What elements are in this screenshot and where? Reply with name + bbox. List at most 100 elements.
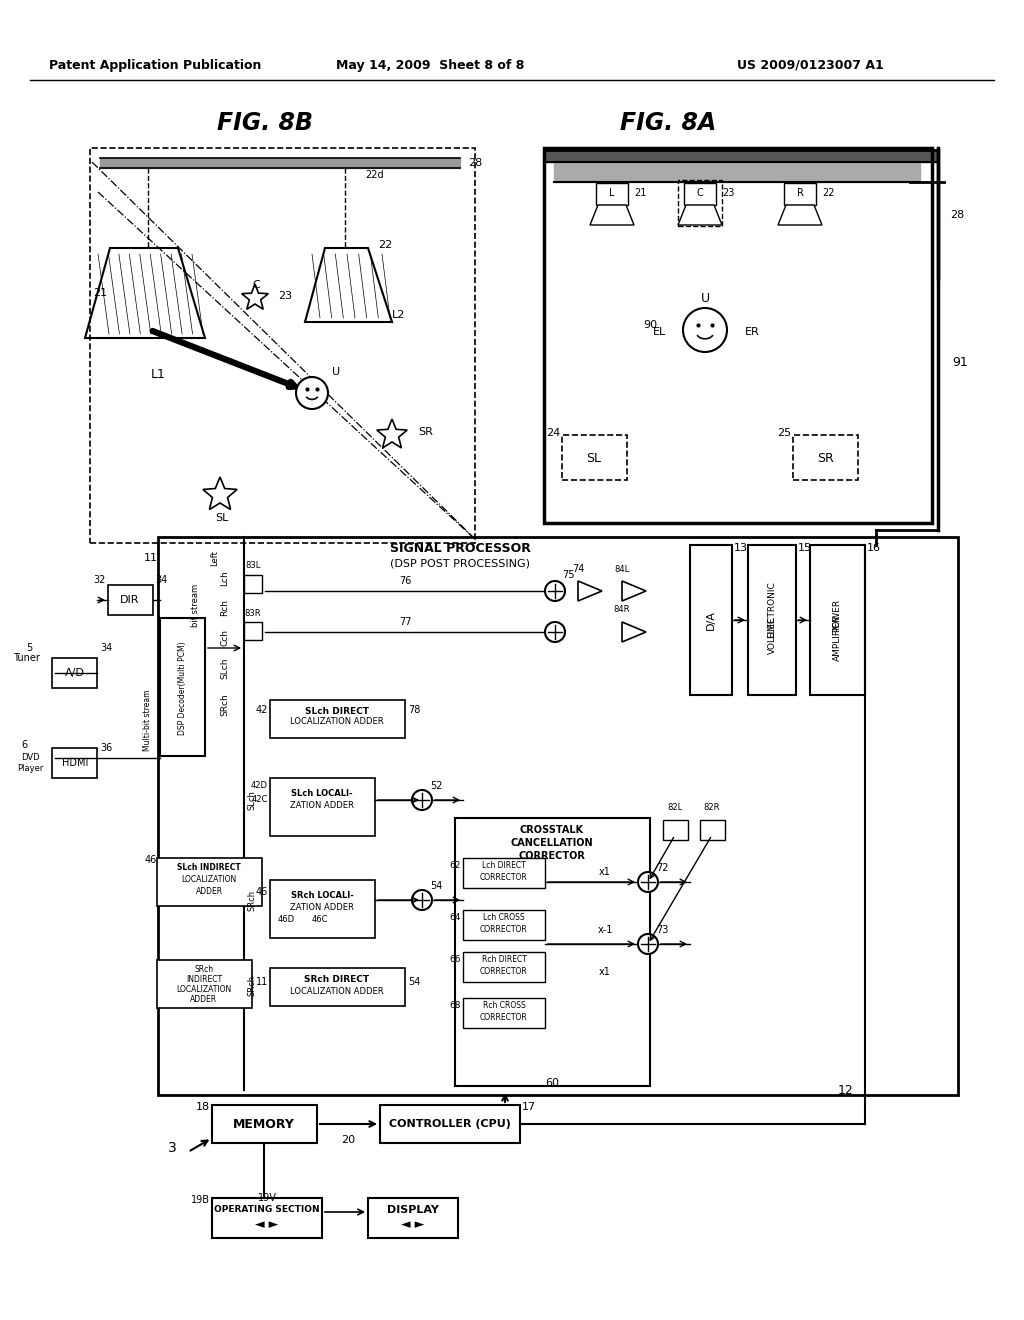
Text: 28: 28: [950, 210, 965, 220]
Text: (DSP POST PROCESSING): (DSP POST PROCESSING): [390, 558, 530, 568]
Bar: [463, 858, 545, 888]
Text: L2: L2: [392, 310, 406, 319]
Text: A/D: A/D: [66, 668, 85, 678]
Bar: [270, 880, 375, 939]
Bar: [455, 818, 650, 1086]
Text: 75: 75: [562, 570, 574, 579]
Text: 42C: 42C: [252, 796, 268, 804]
Bar: [157, 960, 252, 1008]
Text: 54: 54: [430, 880, 442, 891]
Text: CORRECTOR: CORRECTOR: [518, 851, 586, 861]
Polygon shape: [377, 418, 408, 447]
Bar: [157, 858, 262, 906]
Text: INDIRECT: INDIRECT: [186, 975, 222, 985]
Text: 23: 23: [278, 290, 292, 301]
Text: 20: 20: [341, 1135, 355, 1144]
Polygon shape: [678, 205, 722, 224]
Text: 13: 13: [734, 543, 748, 553]
Text: 34: 34: [100, 643, 113, 653]
Bar: [52, 657, 97, 688]
Circle shape: [638, 935, 658, 954]
Text: 28: 28: [468, 158, 482, 168]
Bar: [158, 537, 958, 1096]
Text: Cch: Cch: [220, 630, 229, 647]
Bar: [663, 820, 688, 840]
Bar: [270, 777, 375, 836]
Text: Rch: Rch: [220, 599, 229, 616]
Text: 52: 52: [430, 781, 442, 791]
Text: 46: 46: [256, 887, 268, 898]
Polygon shape: [242, 284, 268, 309]
Text: SRch: SRch: [248, 890, 256, 911]
Bar: [212, 1199, 322, 1238]
Text: 68: 68: [450, 1002, 461, 1011]
Text: ER: ER: [745, 327, 760, 337]
Text: Patent Application Publication: Patent Application Publication: [49, 58, 261, 71]
Text: SRch LOCALI-: SRch LOCALI-: [291, 891, 353, 899]
Text: 17: 17: [522, 1102, 537, 1111]
Text: US 2009/0123007 A1: US 2009/0123007 A1: [736, 58, 884, 71]
Bar: [270, 968, 406, 1006]
Text: 23: 23: [722, 187, 734, 198]
Bar: [212, 1105, 317, 1143]
Text: Lch: Lch: [220, 570, 229, 586]
Text: 78: 78: [408, 705, 421, 715]
Text: 3: 3: [168, 1140, 176, 1155]
Text: 46: 46: [144, 855, 157, 865]
Text: 24: 24: [546, 428, 560, 438]
Polygon shape: [578, 581, 602, 601]
Text: Multi-bit stream: Multi-bit stream: [143, 689, 153, 751]
Text: 62: 62: [450, 862, 461, 870]
Bar: [810, 545, 865, 696]
Text: 66: 66: [450, 956, 461, 965]
Text: 77: 77: [398, 616, 412, 627]
Polygon shape: [622, 622, 646, 642]
Circle shape: [412, 890, 432, 909]
Polygon shape: [622, 581, 646, 601]
Bar: [244, 576, 262, 593]
Bar: [690, 545, 732, 696]
Text: C: C: [696, 187, 703, 198]
Text: 46D: 46D: [278, 916, 295, 924]
Bar: [700, 820, 725, 840]
Text: 12: 12: [838, 1084, 854, 1097]
Text: Lch DIRECT: Lch DIRECT: [482, 862, 526, 870]
Text: CORRECTOR: CORRECTOR: [480, 873, 528, 882]
Circle shape: [638, 873, 658, 892]
Bar: [748, 545, 796, 696]
Text: CORRECTOR: CORRECTOR: [480, 924, 528, 933]
Text: 46C: 46C: [312, 916, 329, 924]
Text: ZATION ADDER: ZATION ADDER: [290, 903, 354, 912]
Text: 82L: 82L: [668, 804, 683, 813]
Text: FIG. 8A: FIG. 8A: [620, 111, 716, 135]
Text: CONTROLLER (CPU): CONTROLLER (CPU): [389, 1119, 511, 1129]
Text: U: U: [700, 292, 710, 305]
Text: CORRECTOR: CORRECTOR: [480, 966, 528, 975]
Text: 74: 74: [571, 564, 584, 574]
Bar: [596, 183, 628, 205]
Bar: [108, 585, 153, 615]
Text: 82R: 82R: [703, 804, 720, 813]
Text: 16: 16: [867, 543, 881, 553]
Text: 22: 22: [822, 187, 835, 198]
Text: SRch: SRch: [248, 974, 256, 995]
Text: 21: 21: [634, 187, 646, 198]
Text: CANCELLATION: CANCELLATION: [511, 838, 593, 847]
Text: 11: 11: [256, 977, 268, 987]
Text: 32: 32: [93, 576, 106, 585]
Polygon shape: [203, 477, 238, 510]
Text: AMPLIFIER: AMPLIFIER: [833, 615, 842, 661]
Text: SRch DIRECT: SRch DIRECT: [304, 974, 370, 983]
Circle shape: [683, 308, 727, 352]
Text: 64: 64: [450, 913, 461, 923]
Text: Lch CROSS: Lch CROSS: [483, 913, 525, 923]
Text: SL: SL: [587, 451, 601, 465]
Text: 34: 34: [155, 576, 167, 585]
Text: 83R: 83R: [245, 609, 261, 618]
Bar: [463, 952, 545, 982]
Bar: [368, 1199, 458, 1238]
Text: 15: 15: [798, 543, 812, 553]
Text: DISPLAY: DISPLAY: [387, 1205, 439, 1214]
Text: EL: EL: [652, 327, 666, 337]
Text: L: L: [609, 187, 614, 198]
